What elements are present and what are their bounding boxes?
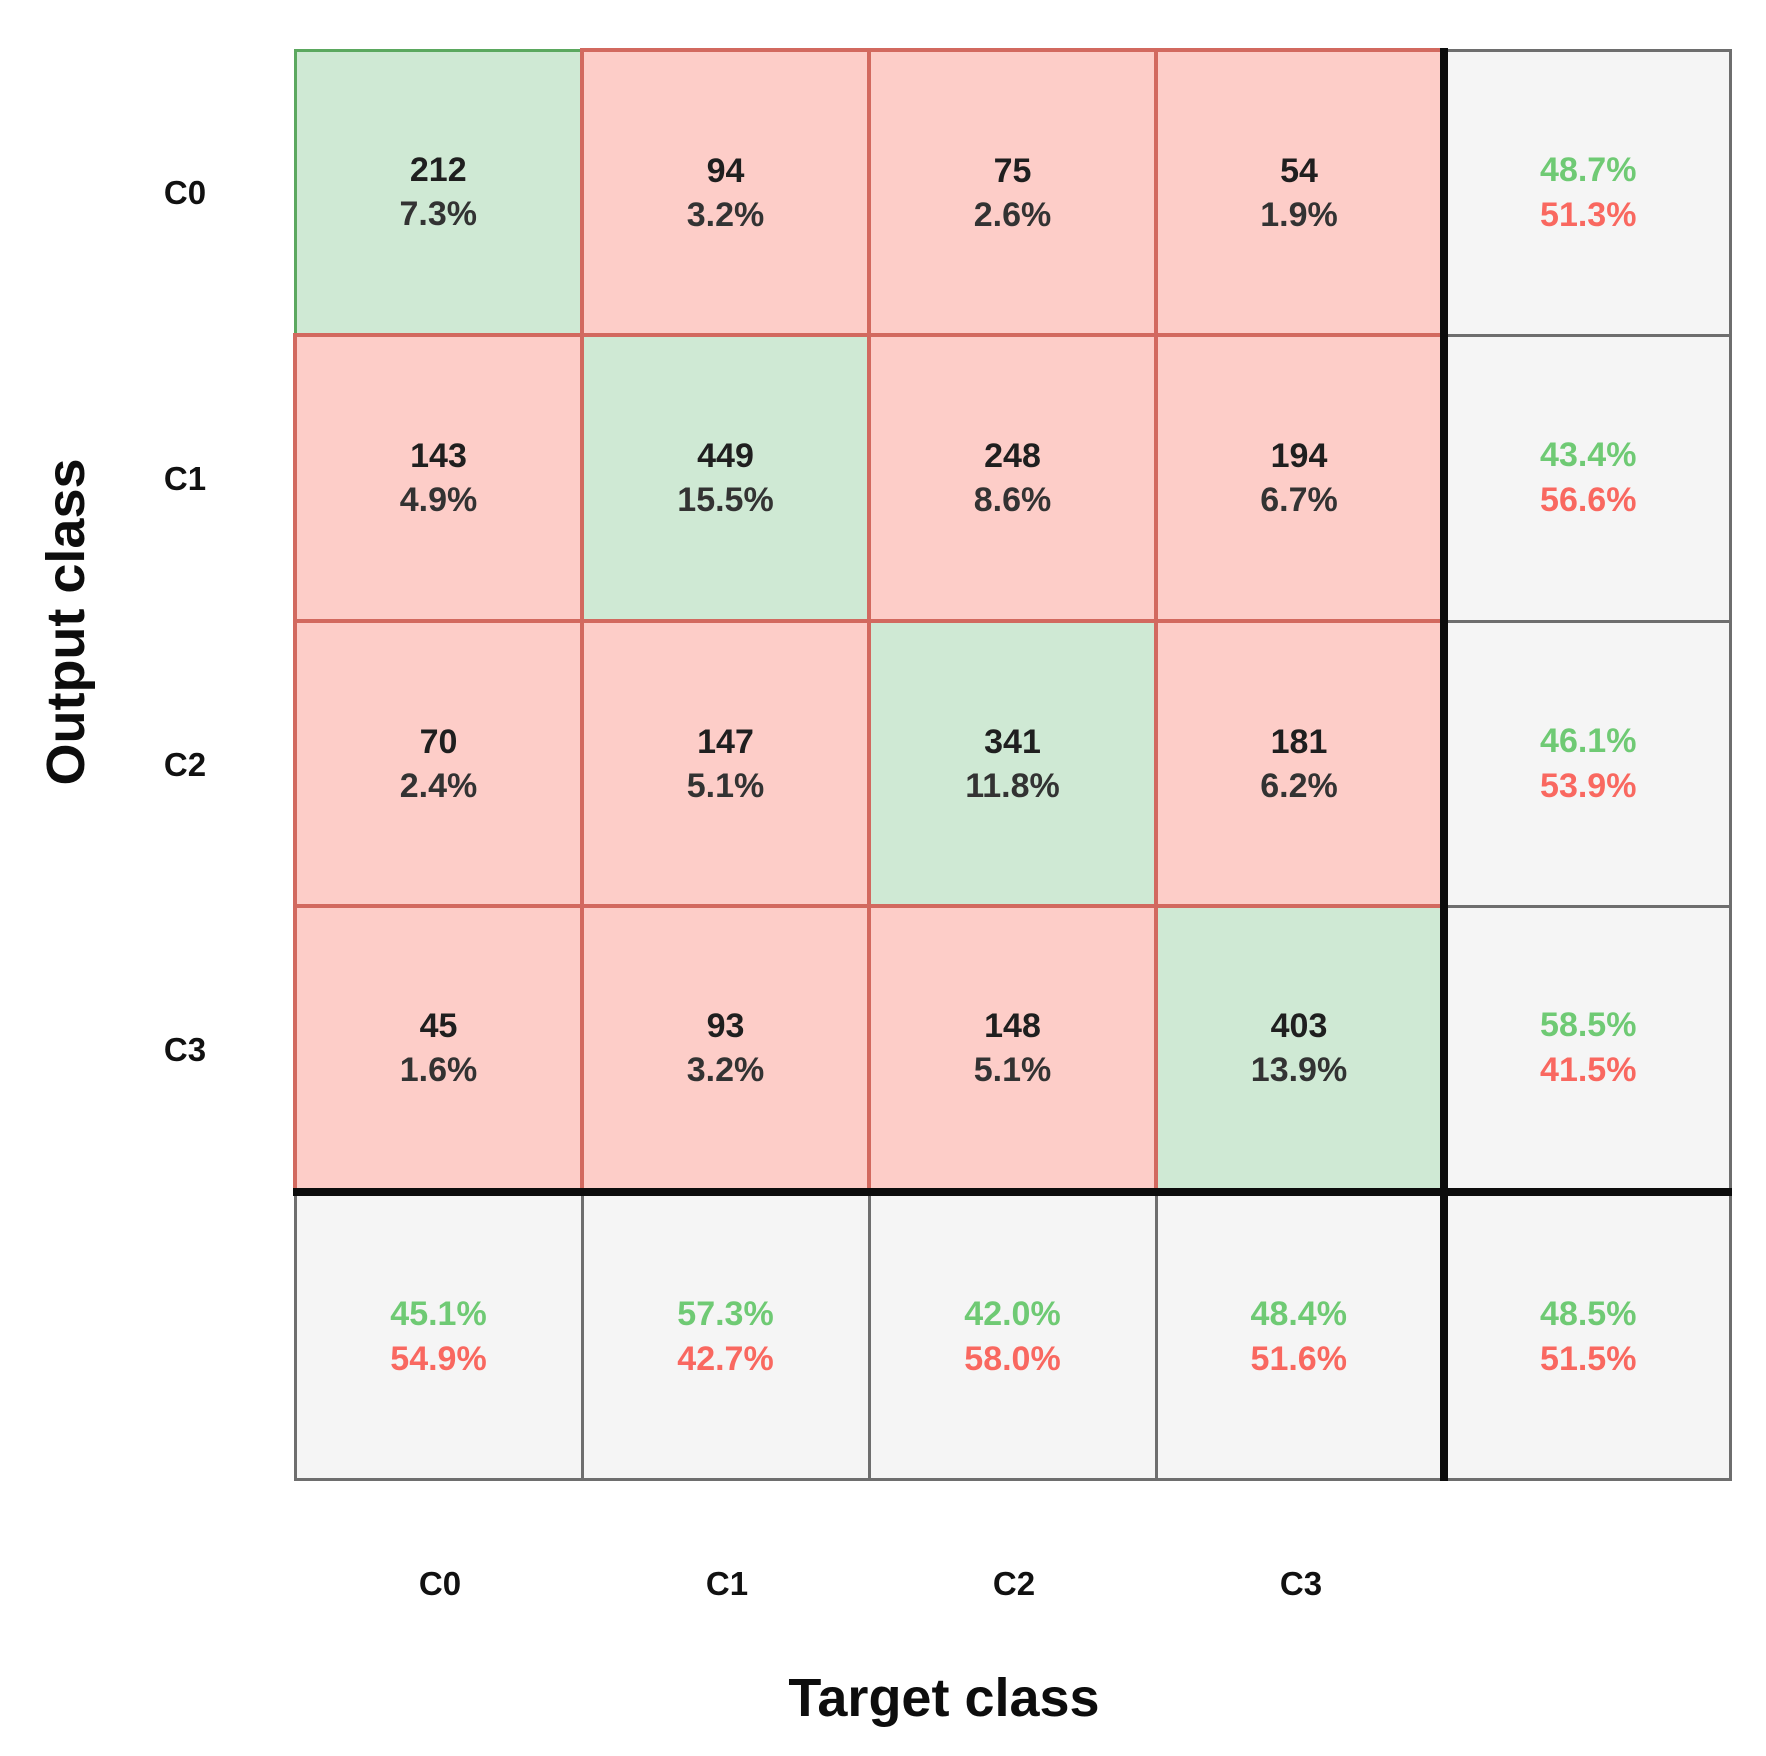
y-axis-title: Output class [36, 458, 96, 786]
y-tick-label-c3: C3 [163, 1031, 207, 1068]
col-summary-incorrect-pct: 51.6% [1250, 1339, 1347, 1378]
total-correct-pct: 48.5% [1540, 1294, 1637, 1333]
cell-count: 93 [706, 1007, 745, 1045]
row-summary-correct-pct: 58.5% [1540, 1005, 1637, 1044]
matrix-cell-r2c1: 147 5.1% [580, 619, 871, 908]
cell-count: 403 [1270, 1007, 1328, 1045]
cell-count: 181 [1270, 722, 1328, 761]
row-summary-r2: 46.1% 53.9% [1440, 619, 1732, 908]
cell-count: 148 [984, 1007, 1041, 1045]
cell-count: 212 [409, 151, 467, 190]
cell-percent: 4.9% [399, 481, 478, 519]
col-summary-incorrect-pct: 58.0% [964, 1339, 1061, 1378]
matrix-cell-r0c3: 54 1.9% [1154, 48, 1446, 337]
matrix-cell-r3c3: 403 13.9% [1154, 904, 1446, 1194]
x-tick-label-c2: C2 [992, 1565, 1036, 1602]
row-summary-correct-pct: 48.7% [1540, 150, 1637, 189]
x-tick-label-c3: C3 [1279, 1565, 1323, 1602]
matrix-cell-r0c1: 94 3.2% [580, 48, 871, 337]
matrix-row-c0: 212 7.3% 94 3.2% 75 2.6% 54 1.9% 48.7% [293, 48, 1732, 337]
col-summary-correct-pct: 57.3% [677, 1294, 774, 1333]
col-summary-c2: 42.0% 58.0% [867, 1188, 1158, 1481]
col-summary-correct-pct: 45.1% [390, 1294, 487, 1333]
summary-row: 45.1% 54.9% 57.3% 42.7% 42.0% 58.0% 48.4… [293, 1188, 1732, 1481]
row-summary-r0: 48.7% 51.3% [1440, 48, 1732, 337]
cell-count: 147 [697, 722, 754, 761]
x-tick-label-c0: C0 [418, 1565, 462, 1602]
matrix-cell-r3c0: 45 1.6% [293, 904, 584, 1194]
cell-percent: 1.9% [1260, 195, 1338, 234]
confusion-matrix-table: 212 7.3% 94 3.2% 75 2.6% 54 1.9% 48.7% [293, 48, 1732, 1481]
cell-percent: 8.6% [973, 481, 1052, 519]
row-summary-incorrect-pct: 41.5% [1540, 1050, 1637, 1089]
cell-percent: 7.3% [399, 195, 478, 234]
cell-percent: 3.2% [686, 195, 765, 234]
row-summary-incorrect-pct: 56.6% [1540, 481, 1637, 519]
col-summary-incorrect-pct: 42.7% [677, 1339, 774, 1378]
row-summary-r1: 43.4% 56.6% [1440, 333, 1732, 623]
col-summary-c0: 45.1% 54.9% [293, 1188, 584, 1481]
row-summary-r3: 58.5% 41.5% [1440, 904, 1732, 1194]
cell-count: 143 [410, 437, 467, 475]
matrix-cell-r2c0: 70 2.4% [293, 619, 584, 908]
total-incorrect-pct: 51.5% [1540, 1339, 1637, 1378]
x-axis-title: Target class [788, 1668, 1100, 1728]
cell-percent: 11.8% [965, 766, 1060, 805]
matrix-cell-r1c1: 449 15.5% [580, 333, 871, 623]
matrix-cell-r3c1: 93 3.2% [580, 904, 871, 1194]
matrix-cell-r2c2: 341 11.8% [867, 619, 1158, 908]
matrix-cell-r1c3: 194 6.7% [1154, 333, 1446, 623]
matrix-cell-r1c0: 143 4.9% [293, 333, 584, 623]
row-summary-incorrect-pct: 53.9% [1540, 766, 1637, 805]
cell-percent: 1.6% [399, 1051, 478, 1089]
cell-count: 70 [419, 722, 458, 761]
cell-count: 449 [697, 437, 754, 475]
row-summary-correct-pct: 46.1% [1540, 721, 1637, 760]
matrix-cell-r0c0: 212 7.3% [293, 48, 584, 337]
col-summary-c1: 57.3% 42.7% [580, 1188, 871, 1481]
x-tick-label-c1: C1 [705, 1565, 749, 1602]
y-tick-label-c0: C0 [163, 174, 207, 211]
cell-count: 75 [993, 151, 1032, 190]
cell-count: 54 [1280, 151, 1318, 190]
cell-percent: 6.2% [1260, 766, 1338, 805]
col-summary-correct-pct: 48.4% [1250, 1294, 1347, 1333]
col-summary-incorrect-pct: 54.9% [390, 1339, 487, 1378]
matrix-row-c1: 143 4.9% 449 15.5% 248 8.6% 194 6.7% 43.… [293, 333, 1732, 623]
matrix-cell-r1c2: 248 8.6% [867, 333, 1158, 623]
row-summary-correct-pct: 43.4% [1540, 436, 1637, 474]
cell-count: 248 [984, 437, 1041, 475]
cell-percent: 2.4% [399, 766, 478, 805]
cell-count: 94 [706, 151, 745, 190]
col-summary-c3: 48.4% 51.6% [1154, 1188, 1446, 1481]
matrix-cell-r2c3: 181 6.2% [1154, 619, 1446, 908]
cell-percent: 13.9% [1250, 1051, 1348, 1089]
y-tick-label-c2: C2 [163, 746, 207, 783]
cell-percent: 5.1% [973, 1051, 1052, 1089]
y-tick-label-c1: C1 [163, 460, 207, 497]
matrix-cell-r0c2: 75 2.6% [867, 48, 1158, 337]
cell-count: 341 [984, 722, 1041, 761]
cell-percent: 6.7% [1260, 481, 1338, 519]
matrix-row-c2: 70 2.4% 147 5.1% 341 11.8% 181 6.2% 46.1… [293, 619, 1732, 908]
cell-percent: 2.6% [973, 195, 1052, 234]
cell-percent: 5.1% [686, 766, 765, 805]
cell-percent: 3.2% [686, 1051, 765, 1089]
cell-percent: 15.5% [677, 481, 774, 519]
cell-count: 45 [419, 1007, 458, 1045]
cell-count: 194 [1270, 437, 1328, 475]
col-summary-correct-pct: 42.0% [964, 1294, 1061, 1333]
row-summary-incorrect-pct: 51.3% [1540, 195, 1637, 234]
total-summary-cell: 48.5% 51.5% [1440, 1188, 1732, 1481]
matrix-cell-r3c2: 148 5.1% [867, 904, 1158, 1194]
matrix-row-c3: 45 1.6% 93 3.2% 148 5.1% 403 13.9% 58.5% [293, 904, 1732, 1194]
